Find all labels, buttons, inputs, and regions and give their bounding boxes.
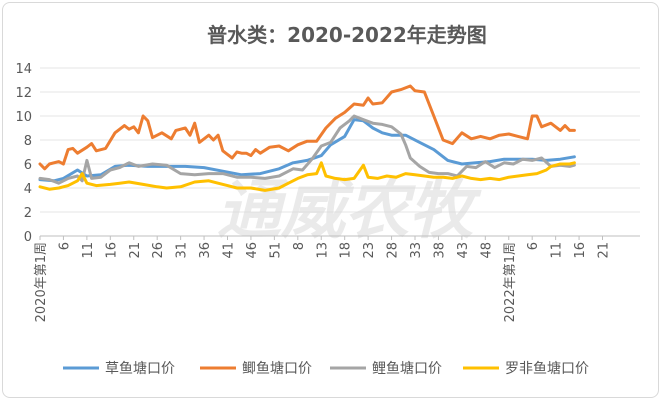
legend-label: 鲤鱼塘口价: [372, 360, 442, 377]
y-tick-label: 14: [15, 62, 32, 77]
x-tick-label: 28: [386, 242, 401, 259]
x-tick-label: 33: [409, 242, 424, 259]
x-tick-label: 48: [479, 242, 494, 259]
y-tick-label: 6: [24, 158, 32, 173]
legend-label: 草鱼塘口价: [105, 360, 175, 377]
y-tick-label: 12: [15, 86, 32, 101]
x-tick-label: 43: [456, 242, 471, 259]
y-tick-label: 0: [24, 230, 32, 245]
x-tick-label: 2020年第1周: [34, 242, 49, 322]
chart-frame: [2, 2, 659, 398]
x-tick-label: 16: [573, 242, 588, 259]
y-tick-label: 10: [15, 110, 32, 125]
x-tick-label: 36: [198, 242, 213, 259]
x-tick-label: 6: [57, 242, 72, 250]
x-tick-label: 41: [222, 242, 237, 259]
x-tick-label: 11: [550, 242, 565, 259]
y-axis: 0 2 4 6 8 10 12 14: [15, 62, 32, 245]
chart-title: 普水类：2020-2022年走势图: [207, 23, 487, 47]
x-tick-label: 21: [128, 242, 143, 259]
series-line-3: [38, 114, 576, 185]
x-tick-label: 6: [526, 242, 541, 250]
x-tick-label: 18: [339, 242, 354, 259]
x-tick-label: 11: [81, 242, 96, 259]
x-tick-label: 2022年第1周: [503, 242, 518, 322]
legend: 草鱼塘口价 鲫鱼塘口价 鲤鱼塘口价 罗非鱼塘口价: [63, 360, 589, 377]
x-tick-label: 8: [292, 242, 307, 250]
x-tick-label: 21: [597, 242, 612, 259]
x-tick-label: 13: [315, 242, 330, 259]
x-tick-label: 26: [151, 242, 166, 259]
legend-label: 罗非鱼塘口价: [505, 360, 589, 377]
y-tick-label: 4: [24, 182, 32, 197]
x-tick-label: 51: [268, 242, 283, 259]
x-tick-label: 38: [432, 242, 447, 259]
series-line-4: [38, 161, 576, 192]
series-lines: [38, 84, 576, 192]
x-tick-label: 16: [104, 242, 119, 259]
x-tick-label: 23: [362, 242, 377, 259]
y-tick-label: 2: [24, 206, 32, 221]
x-tick-label: 46: [245, 242, 260, 259]
x-tick-label: 31: [175, 242, 190, 259]
gridlines: [40, 67, 640, 213]
watermark-text: 通威农牧: [217, 174, 482, 248]
series-line-2: [38, 84, 576, 171]
y-tick-label: 8: [24, 134, 32, 149]
x-axis: 2020年第1周 6 11 16 21 26 31 36 41 46 51 8 13 18 23 28 33 38…: [34, 236, 612, 322]
legend-label: 鲫鱼塘口价: [242, 360, 312, 377]
